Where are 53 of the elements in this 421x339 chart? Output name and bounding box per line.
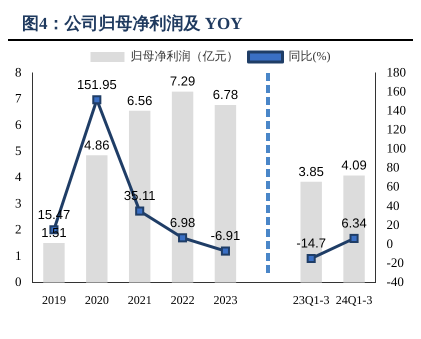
data-label: 7.29 — [170, 74, 196, 89]
data-label: 4.86 — [84, 137, 110, 152]
legend-label: 同比(%) — [288, 49, 331, 64]
y-tick-label: 3 — [15, 195, 22, 210]
y2-tick-label: -40 — [386, 274, 404, 290]
y2-tick-label: 20 — [386, 216, 400, 232]
y2-tick-label: 160 — [386, 83, 406, 98]
data-label: -6.91 — [210, 228, 240, 244]
data-label: 6.56 — [127, 92, 152, 108]
y2-tick-label: 140 — [386, 102, 406, 118]
y-tick-label: 8 — [15, 64, 22, 80]
data-label: 4.09 — [341, 158, 367, 173]
x-tick-label: 24Q1-3 — [336, 292, 372, 307]
point — [220, 246, 230, 256]
x-tick-label: 2019 — [42, 292, 66, 307]
data-label: -14.7 — [296, 236, 326, 251]
y2-tick-label: 120 — [386, 122, 406, 137]
x-tick-label: 2022 — [170, 292, 195, 307]
y2-tick-label: 180 — [386, 64, 406, 80]
data-label: 3.85 — [298, 164, 324, 179]
point — [306, 254, 316, 264]
data-label: 6.98 — [170, 214, 196, 230]
x-tick-label: 23Q1-3 — [292, 292, 330, 307]
x-tick-label: 2021 — [128, 292, 152, 307]
bar — [343, 175, 365, 283]
y-tick-label: 0 — [15, 274, 22, 290]
data-label: 6.34 — [341, 216, 367, 231]
x-tick-label: 2020 — [84, 292, 109, 307]
point — [178, 233, 188, 242]
data-label: 151.95 — [76, 76, 117, 92]
y-tick-label: 5 — [15, 143, 22, 158]
y2-tick-label: -20 — [386, 254, 404, 270]
y2-tick-label: 0 — [386, 236, 393, 251]
legend-label: 归母净利润（亿元） — [130, 49, 239, 64]
bar — [172, 92, 194, 283]
y2-tick-label: 80 — [386, 160, 400, 175]
y2-tick-label: 100 — [386, 140, 406, 156]
point — [92, 95, 102, 104]
y2-tick-label: 60 — [386, 178, 400, 194]
bar — [86, 155, 108, 283]
point — [350, 234, 359, 243]
point — [135, 206, 144, 216]
y-tick-label: 1 — [15, 248, 22, 263]
y-tick-label: 2 — [15, 222, 22, 237]
y-tick-label: 7 — [15, 90, 22, 106]
y-tick-label: 6 — [15, 116, 22, 132]
y-tick-label: 4 — [15, 169, 22, 184]
data-label: 1.51 — [41, 225, 67, 240]
chart-title: 图4：公司归母净利润及 YOY — [8, 8, 413, 41]
data-label: 6.78 — [212, 87, 238, 102]
bar — [43, 243, 65, 283]
y2-tick-label: 40 — [386, 198, 400, 213]
x-tick-label: 2023 — [213, 292, 238, 307]
